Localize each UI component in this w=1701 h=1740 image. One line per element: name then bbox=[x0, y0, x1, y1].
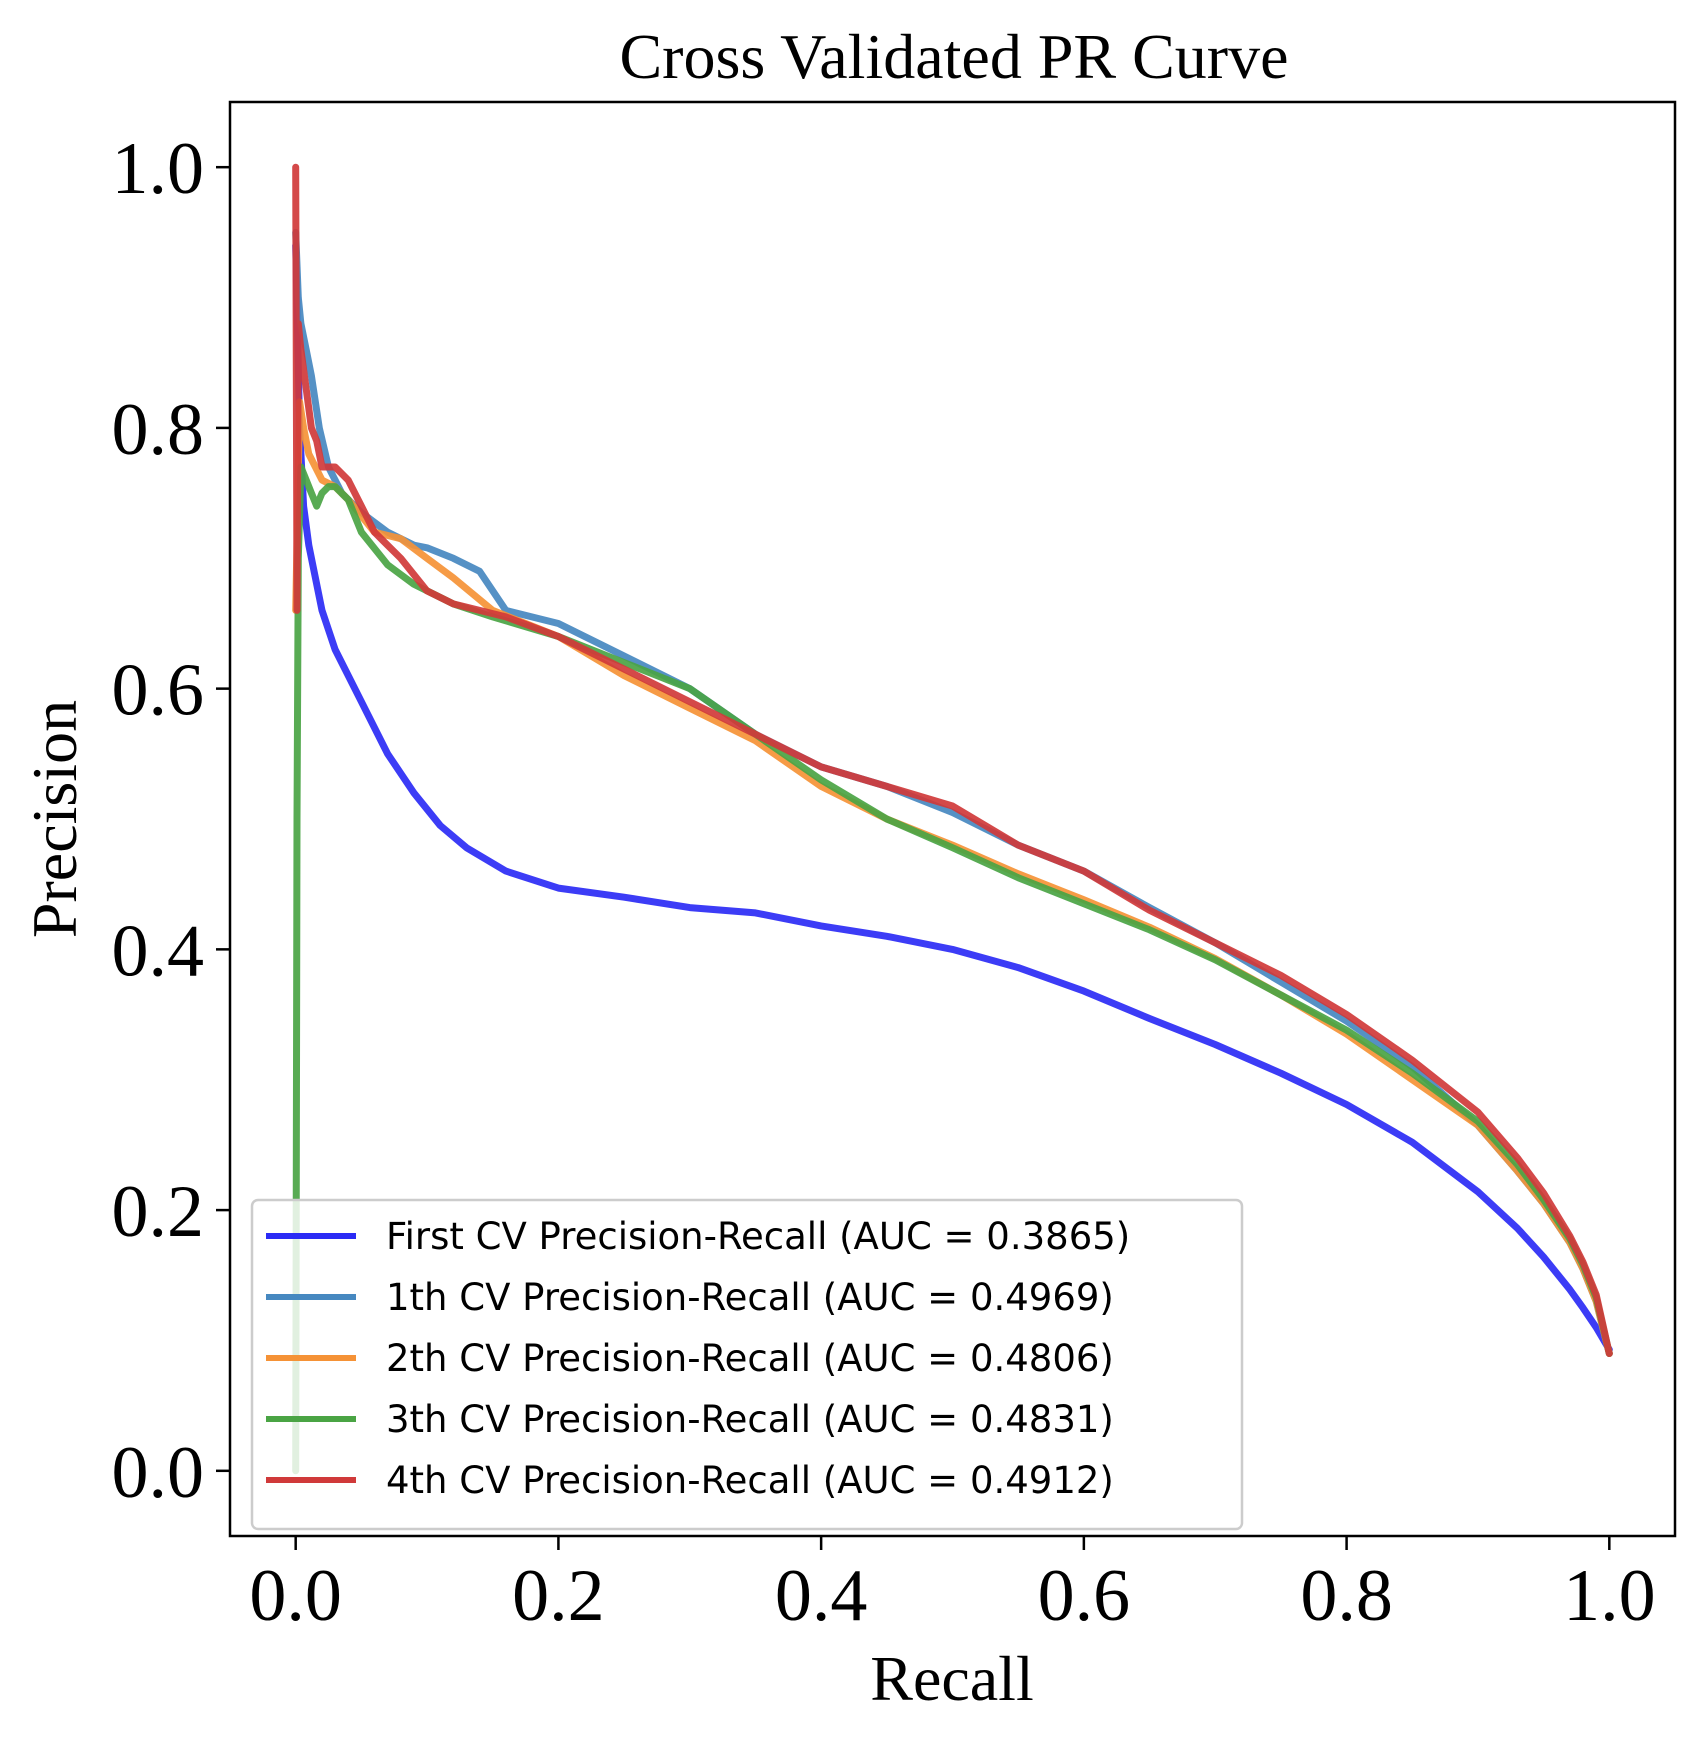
y-tick-label: 0.6 bbox=[112, 650, 205, 732]
x-tick-label: 0.8 bbox=[1300, 1555, 1393, 1637]
legend-label-1: First CV Precision-Recall (AUC = 0.3865) bbox=[386, 1215, 1130, 1258]
legend-label-5: 4th CV Precision-Recall (AUC = 0.4912) bbox=[386, 1459, 1114, 1502]
series-line-1 bbox=[292, 241, 1613, 1354]
x-tick-label: 0.0 bbox=[249, 1555, 342, 1637]
x-tick-label: 0.6 bbox=[1038, 1555, 1131, 1637]
y-tick-label: 1.0 bbox=[112, 128, 205, 210]
plot-frame bbox=[228, 100, 1677, 1538]
legend-label-3: 2th CV Precision-Recall (AUC = 0.4806) bbox=[386, 1337, 1114, 1380]
y-tick-label: 0.4 bbox=[112, 910, 205, 992]
x-tick-label: 0.4 bbox=[775, 1555, 868, 1637]
plot-series-group bbox=[292, 163, 1613, 1475]
x-axis: 0.0 0.2 0.4 0.6 0.8 1.0 bbox=[249, 1536, 1656, 1637]
x-tick-label: 1.0 bbox=[1563, 1555, 1656, 1637]
legend-label-2: 1th CV Precision-Recall (AUC = 0.4969) bbox=[386, 1276, 1114, 1319]
series-line-2 bbox=[292, 228, 1613, 1357]
legend-label-4: 3th CV Precision-Recall (AUC = 0.4831) bbox=[386, 1398, 1114, 1441]
y-axis: 0.0 0.2 0.4 0.6 0.8 1.0 bbox=[112, 128, 230, 1514]
chart-title: Cross Validated PR Curve bbox=[619, 21, 1288, 92]
x-axis-label: Recall bbox=[870, 1643, 1033, 1714]
series-line-5 bbox=[292, 163, 1613, 1357]
x-tick-label: 0.2 bbox=[512, 1555, 605, 1637]
y-tick-label: 0.0 bbox=[112, 1432, 205, 1514]
legend-box bbox=[250, 1198, 1244, 1531]
y-tick-label: 0.8 bbox=[112, 389, 205, 471]
series-line-4 bbox=[292, 463, 1613, 1475]
y-tick-label: 0.2 bbox=[112, 1171, 205, 1253]
y-axis-label: Precision bbox=[19, 700, 90, 938]
legend: First CV Precision-Recall (AUC = 0.3865)… bbox=[250, 1198, 1244, 1531]
